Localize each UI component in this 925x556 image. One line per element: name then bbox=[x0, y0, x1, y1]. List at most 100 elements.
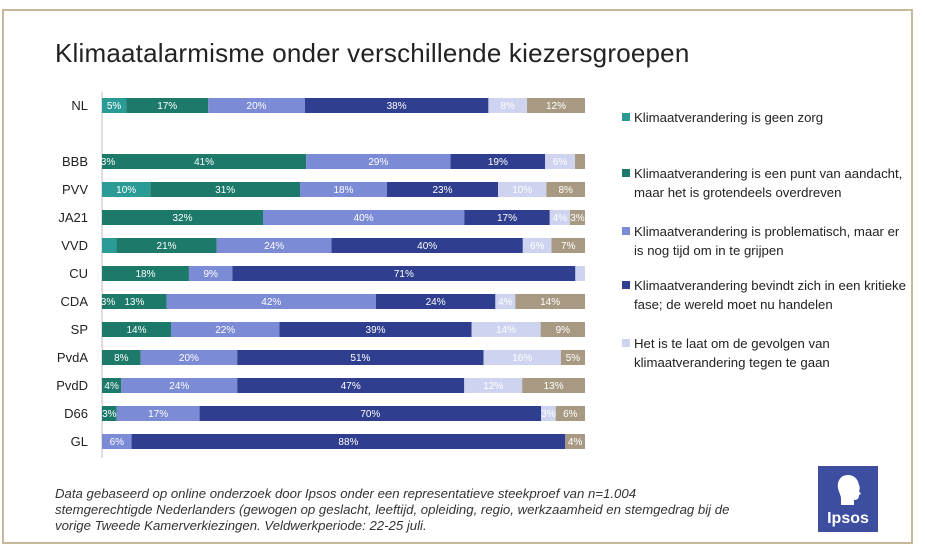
bar-segment bbox=[102, 182, 151, 197]
legend-swatch bbox=[622, 113, 630, 121]
bar-segment bbox=[304, 98, 489, 113]
data-label: 3% bbox=[541, 409, 556, 420]
data-label: 40% bbox=[417, 241, 437, 252]
data-label: 32% bbox=[172, 213, 192, 224]
bar-segment bbox=[199, 406, 542, 421]
data-label: 17% bbox=[148, 409, 168, 420]
data-label: 13% bbox=[124, 297, 144, 308]
bar-segment bbox=[102, 238, 117, 253]
data-label: 14% bbox=[496, 325, 516, 336]
bar-segment bbox=[131, 434, 566, 449]
data-label: 4% bbox=[568, 437, 583, 448]
legend-swatch bbox=[622, 339, 630, 347]
bar-segment bbox=[102, 210, 263, 225]
category-label: CDA bbox=[61, 294, 89, 309]
data-label: 41% bbox=[194, 157, 214, 168]
data-label: 8% bbox=[114, 353, 129, 364]
bar-segment bbox=[116, 406, 200, 421]
bar-segment bbox=[126, 98, 209, 113]
bar-segment bbox=[102, 154, 307, 169]
data-label: 51% bbox=[350, 353, 370, 364]
data-label: 20% bbox=[247, 101, 267, 112]
data-label: 21% bbox=[157, 241, 177, 252]
bar-segment bbox=[216, 238, 332, 253]
bar-segment bbox=[375, 294, 496, 309]
data-label: 9% bbox=[556, 325, 571, 336]
bar-segment bbox=[208, 98, 305, 113]
bar-segment bbox=[464, 378, 523, 393]
data-label: 71% bbox=[394, 269, 414, 280]
bar-segment bbox=[546, 182, 585, 197]
data-label: 18% bbox=[333, 185, 353, 196]
bar-segment bbox=[121, 378, 238, 393]
data-label: 6% bbox=[563, 409, 578, 420]
bar-segment bbox=[498, 182, 547, 197]
bar-segment bbox=[166, 294, 376, 309]
legend-swatch bbox=[622, 169, 630, 177]
legend-label: Klimaatverandering is geen zorg bbox=[634, 110, 824, 125]
data-label: 17% bbox=[157, 101, 177, 112]
bar-segment bbox=[102, 266, 189, 281]
category-label: BBB bbox=[62, 154, 88, 169]
data-label: 10% bbox=[512, 185, 532, 196]
data-label: 4% bbox=[104, 381, 119, 392]
data-label: 8% bbox=[500, 101, 515, 112]
bar-segment bbox=[545, 154, 576, 169]
bar-segment bbox=[515, 294, 585, 309]
data-label: 29% bbox=[368, 157, 388, 168]
data-label: 10% bbox=[116, 185, 136, 196]
bar-segment bbox=[386, 182, 499, 197]
bar-segment bbox=[541, 406, 556, 421]
bar-segment bbox=[551, 238, 585, 253]
data-label: 16% bbox=[512, 353, 532, 364]
data-label: 31% bbox=[215, 185, 235, 196]
data-label: 38% bbox=[387, 101, 407, 112]
bar-segment bbox=[102, 378, 122, 393]
data-label: 5% bbox=[566, 353, 581, 364]
bar-segment bbox=[237, 378, 465, 393]
bar-segment bbox=[102, 406, 117, 421]
data-label: 18% bbox=[135, 269, 155, 280]
bar-segment bbox=[560, 350, 585, 365]
bar-segment bbox=[102, 322, 171, 337]
ipsos-logo: Ipsos bbox=[818, 466, 878, 532]
bar-segment bbox=[150, 182, 301, 197]
data-label: 12% bbox=[546, 101, 566, 112]
data-label: 39% bbox=[366, 325, 386, 336]
bar-segment bbox=[488, 98, 528, 113]
bar-segment bbox=[237, 350, 484, 365]
bar-segment bbox=[555, 406, 585, 421]
data-label: 20% bbox=[179, 353, 199, 364]
bar-segment bbox=[171, 322, 280, 337]
bar-segment bbox=[263, 210, 465, 225]
category-label: GL bbox=[71, 434, 88, 449]
bar-segment bbox=[522, 378, 585, 393]
legend-swatch bbox=[622, 227, 630, 235]
category-label: CU bbox=[69, 266, 88, 281]
data-label: 14% bbox=[126, 325, 146, 336]
data-label: 88% bbox=[338, 437, 358, 448]
bar-segment bbox=[300, 182, 387, 197]
data-label: 8% bbox=[558, 185, 573, 196]
bar-segment bbox=[483, 350, 561, 365]
data-label: 19% bbox=[488, 157, 508, 168]
data-label: 13% bbox=[544, 381, 564, 392]
bar-segment bbox=[279, 322, 472, 337]
category-label: PVV bbox=[62, 182, 88, 197]
category-label: PvdD bbox=[56, 378, 88, 393]
bar-segment bbox=[140, 350, 238, 365]
bar-segment bbox=[540, 322, 585, 337]
bar-segment bbox=[569, 210, 585, 225]
category-label: VVD bbox=[61, 238, 88, 253]
category-label: D66 bbox=[64, 406, 88, 421]
data-label: 4% bbox=[498, 297, 513, 308]
data-label: 6% bbox=[553, 157, 568, 168]
bar-segment bbox=[565, 434, 585, 449]
bar-segment bbox=[102, 434, 132, 449]
bar-segment bbox=[527, 98, 585, 113]
data-label: 5% bbox=[107, 101, 122, 112]
data-label: 22% bbox=[215, 325, 235, 336]
legend-label: Klimaatverandering is problematisch, maa… bbox=[634, 224, 900, 258]
data-label: 70% bbox=[360, 409, 380, 420]
category-label: SP bbox=[71, 322, 88, 337]
